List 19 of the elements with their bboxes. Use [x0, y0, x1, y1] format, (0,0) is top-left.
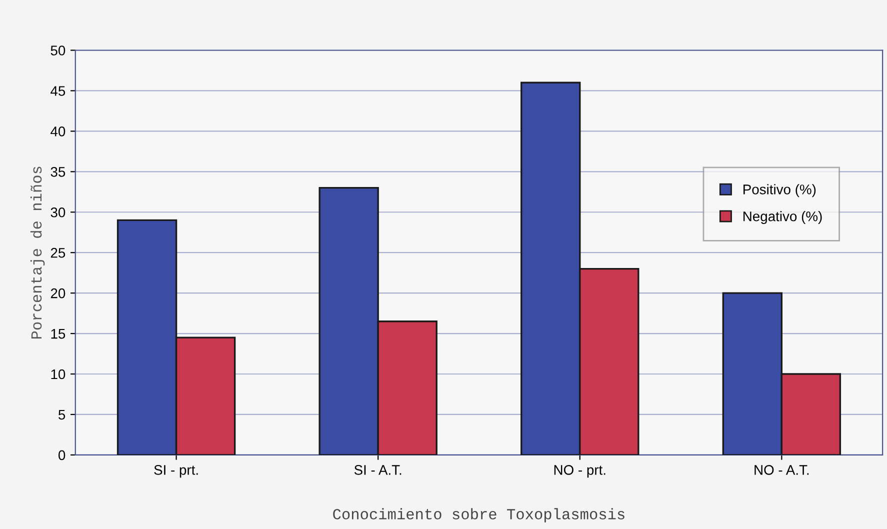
x-tick-label: NO - A.T.	[754, 465, 809, 475]
y-tick-label: 0	[58, 450, 66, 460]
legend-label: Positivo (%)	[744, 184, 816, 198]
legend-label: Negativo (%)	[744, 211, 822, 224]
y-tick-label: 10	[51, 369, 66, 380]
x-tick-label: SI - prt.	[154, 465, 198, 478]
x-tick-label: NO - prt.	[554, 465, 606, 478]
y-tick-label: 50	[50, 46, 66, 56]
x-axis-title: Conocimiento sobre Toxoplasmosis	[333, 508, 624, 522]
y-tick-label: 25	[50, 248, 66, 258]
y-tick-label: 40	[50, 126, 66, 136]
x-tick-label: SI - A.T.	[354, 465, 402, 475]
y-tick-label: 35	[50, 166, 66, 177]
y-axis-title: Porcentaje de niños	[30, 166, 45, 338]
y-tick-label: 45	[50, 86, 66, 96]
y-tick-label: 15	[51, 329, 66, 339]
y-tick-label: 20	[50, 288, 66, 298]
y-tick-label: 30	[50, 207, 66, 218]
y-tick-label: 5	[58, 410, 66, 420]
